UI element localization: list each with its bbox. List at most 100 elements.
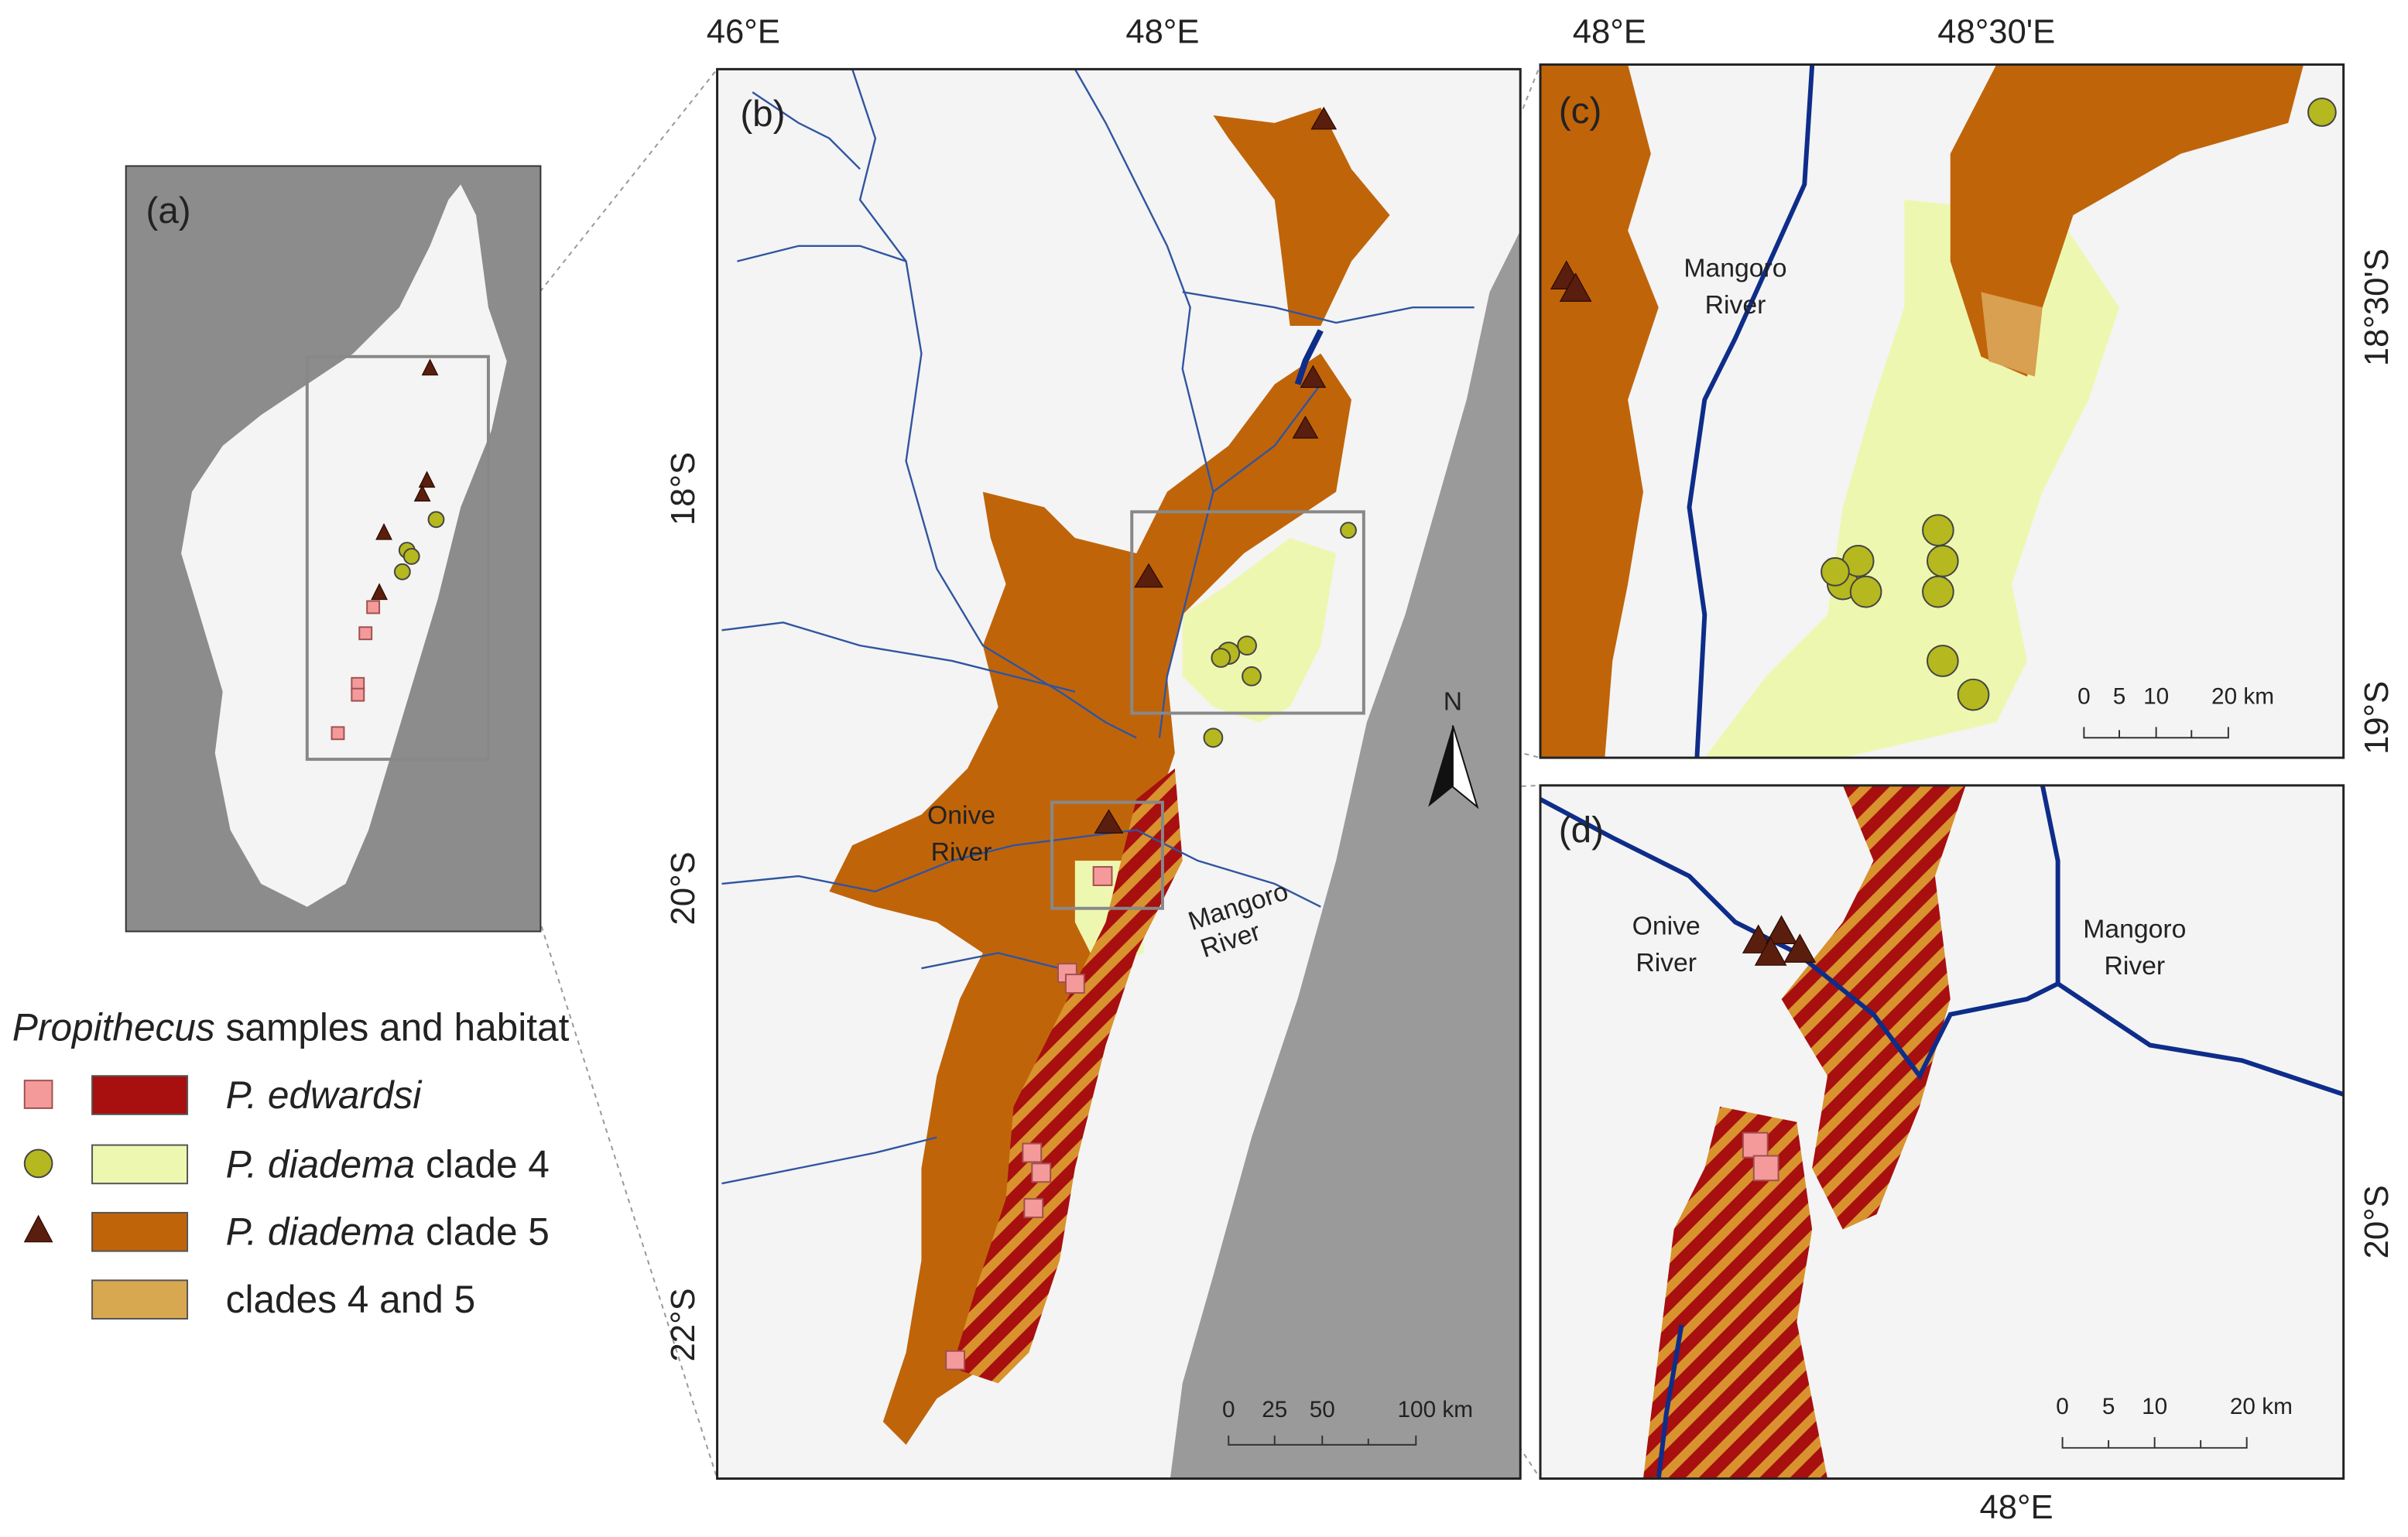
sample-marker (1922, 575, 1954, 608)
panel-d: (d) 48°E 20°S Onive River Mangoro River … (1539, 784, 2396, 1526)
river (1182, 291, 1475, 324)
map-shape (181, 184, 507, 907)
map-shape (91, 1211, 189, 1252)
sample-marker (1094, 809, 1124, 834)
y-tick-label: 18°S (664, 452, 702, 525)
river (921, 952, 1060, 970)
river-label: Mangoro (2083, 914, 2186, 943)
sample-marker (1849, 575, 1882, 608)
label: P. diadema (226, 1142, 415, 1186)
river (1212, 383, 1322, 493)
sample-marker (351, 687, 365, 702)
river (752, 91, 861, 170)
river (851, 69, 1137, 739)
group (721, 69, 1521, 1479)
scale-label: 0 (2077, 684, 2091, 710)
sample-marker (1242, 666, 1262, 686)
x-tick-label: 48°E (1125, 13, 1199, 51)
scale-label: 0 (2056, 1394, 2069, 1419)
sample-marker (358, 626, 373, 641)
samples-c (1550, 98, 2337, 711)
sample-marker (418, 471, 436, 488)
map-shape (1539, 784, 2345, 1481)
map-shape (1130, 510, 1365, 715)
scale-label: 5 (2113, 684, 2126, 710)
map-shape (1981, 292, 2043, 377)
scale-label: 50 (1310, 1397, 1335, 1422)
x-tick-label: 48°E (1573, 13, 1646, 51)
samples-d (1742, 915, 1817, 1182)
scale-label: 25 (1262, 1397, 1287, 1422)
map-shape (1170, 230, 1521, 1479)
y-tick-label: 20°S (664, 851, 702, 925)
sample-marker (1752, 1155, 1779, 1182)
sample-marker (23, 1214, 53, 1243)
river (2056, 981, 2344, 1097)
scale-bar: 0 25 50 100 km (1222, 1397, 1473, 1446)
y-tick-label: 20°S (2358, 1185, 2396, 1258)
river-label: River (1705, 290, 1766, 320)
north-label: N (1444, 687, 1462, 717)
y-tick-label: 18°30'S (2358, 248, 2396, 366)
legend: Propithecus samples and habitat P. edward… (12, 1006, 570, 1322)
river (1656, 1324, 1684, 1479)
x-tick-label: 48°E (1980, 1488, 2053, 1526)
map-shape (1950, 64, 2304, 377)
map-line (488, 68, 718, 358)
sample-marker (1922, 514, 1954, 547)
map-shape (1539, 63, 2345, 759)
sample-marker (23, 1148, 53, 1179)
map-shape (716, 67, 1522, 1481)
river-label: Onive (927, 800, 995, 830)
legend-label: P. edwardsi (226, 1073, 423, 1117)
river-label: Onive (1632, 911, 1701, 940)
sample-marker (402, 548, 420, 565)
scale-label: 5 (2102, 1394, 2115, 1419)
sample-marker (331, 726, 345, 741)
map-line (487, 758, 718, 1479)
sample-marker (23, 1080, 53, 1109)
river (721, 621, 1076, 693)
scale-bar: 0 5 10 20 km (2056, 1394, 2293, 1449)
scale-label: 100 km (1397, 1397, 1473, 1422)
panel-label: (d) (1559, 810, 1604, 851)
label: samples and habitat (226, 1006, 570, 1049)
sample-marker (1783, 933, 1817, 963)
scale-label: 20 km (2230, 1394, 2293, 1419)
river (1540, 785, 2060, 1080)
scale-label: 0 (1222, 1397, 1235, 1422)
panel-label: (a) (146, 190, 190, 231)
label: clade 5 (426, 1210, 550, 1254)
sample-marker (1300, 365, 1327, 389)
sample-marker (375, 522, 392, 540)
group (1540, 785, 2344, 1479)
map-shape (1540, 64, 1659, 758)
river-label: River (2104, 951, 2165, 981)
map-shape (1451, 725, 1479, 810)
map-shape (1428, 725, 1453, 807)
sample-marker (1821, 556, 1850, 587)
sample-marker (1092, 866, 1113, 886)
river (737, 245, 906, 262)
sample-marker (413, 484, 431, 502)
sample-marker (2307, 98, 2337, 127)
label: Propithecus (12, 1006, 215, 1049)
sample-marker (945, 1350, 965, 1371)
sample-marker (1023, 1198, 1044, 1218)
sample-marker (1754, 936, 1787, 966)
river-label: River (1636, 948, 1697, 977)
map-shape (1642, 1106, 1828, 1479)
sample-marker (1237, 635, 1257, 656)
label: clade 4 (426, 1142, 550, 1186)
map-shape (1781, 785, 1966, 1230)
rivers-b (721, 69, 1475, 1185)
map-shape (305, 354, 490, 762)
sample-marker (1031, 1162, 1052, 1183)
sample-marker (1926, 645, 1959, 677)
river (1074, 69, 1214, 738)
sample-marker (1310, 106, 1338, 130)
samples-b (945, 106, 1357, 1371)
map-shape (1182, 538, 1337, 723)
